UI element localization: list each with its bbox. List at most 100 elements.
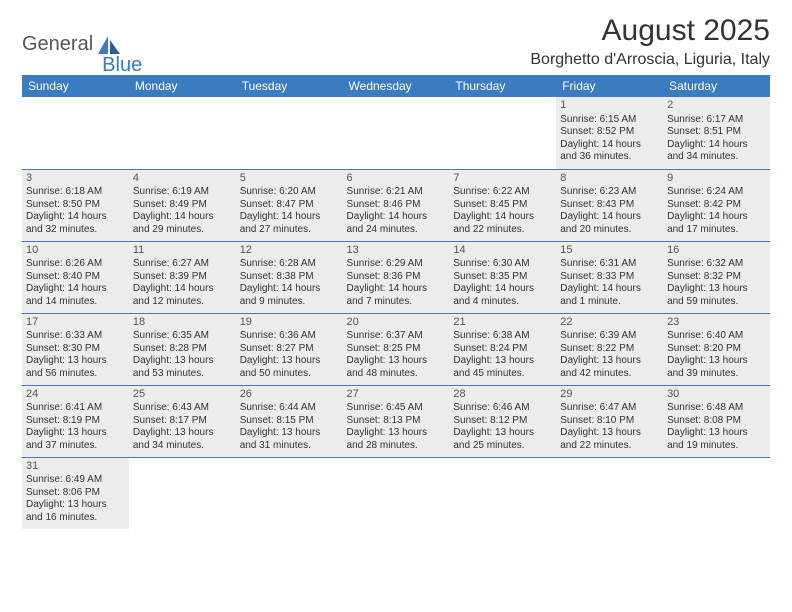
calendar-cell: 21Sunrise: 6:38 AMSunset: 8:24 PMDayligh…	[449, 313, 556, 385]
calendar-cell: 26Sunrise: 6:44 AMSunset: 8:15 PMDayligh…	[236, 385, 343, 457]
day-number: 27	[347, 388, 446, 402]
sunset-line: Sunset: 8:40 PM	[26, 271, 125, 284]
calendar-cell	[343, 97, 450, 169]
sunset-line: Sunset: 8:38 PM	[240, 271, 339, 284]
calendar-cell: 14Sunrise: 6:30 AMSunset: 8:35 PMDayligh…	[449, 241, 556, 313]
daylight-line: Daylight: 13 hours and 42 minutes.	[560, 355, 659, 380]
sunset-line: Sunset: 8:25 PM	[347, 343, 446, 356]
sunrise-line: Sunrise: 6:48 AM	[667, 402, 766, 415]
sunset-line: Sunset: 8:12 PM	[453, 415, 552, 428]
sunrise-line: Sunrise: 6:15 AM	[560, 114, 659, 127]
daylight-line: Daylight: 14 hours and 20 minutes.	[560, 211, 659, 236]
sunset-line: Sunset: 8:33 PM	[560, 271, 659, 284]
sunset-line: Sunset: 8:06 PM	[26, 487, 125, 500]
weekday-header: Sunday	[22, 75, 129, 97]
logo-sail-icon	[96, 34, 122, 56]
calendar-table: Sunday Monday Tuesday Wednesday Thursday…	[22, 75, 770, 529]
sunset-line: Sunset: 8:32 PM	[667, 271, 766, 284]
day-number: 4	[133, 172, 232, 186]
calendar-cell: 20Sunrise: 6:37 AMSunset: 8:25 PMDayligh…	[343, 313, 450, 385]
sunrise-line: Sunrise: 6:21 AM	[347, 186, 446, 199]
day-number: 21	[453, 316, 552, 330]
weekday-header: Friday	[556, 75, 663, 97]
day-number: 15	[560, 244, 659, 258]
title-block: August 2025 Borghetto d'Arroscia, Liguri…	[530, 14, 770, 69]
sunset-line: Sunset: 8:15 PM	[240, 415, 339, 428]
sunrise-line: Sunrise: 6:38 AM	[453, 330, 552, 343]
weekday-header: Wednesday	[343, 75, 450, 97]
day-number: 20	[347, 316, 446, 330]
calendar-cell: 15Sunrise: 6:31 AMSunset: 8:33 PMDayligh…	[556, 241, 663, 313]
calendar-cell: 1Sunrise: 6:15 AMSunset: 8:52 PMDaylight…	[556, 97, 663, 169]
calendar-cell: 31Sunrise: 6:49 AMSunset: 8:06 PMDayligh…	[22, 457, 129, 529]
sunrise-line: Sunrise: 6:20 AM	[240, 186, 339, 199]
calendar-cell	[236, 457, 343, 529]
day-number: 7	[453, 172, 552, 186]
day-number: 22	[560, 316, 659, 330]
daylight-line: Daylight: 13 hours and 50 minutes.	[240, 355, 339, 380]
calendar-cell: 22Sunrise: 6:39 AMSunset: 8:22 PMDayligh…	[556, 313, 663, 385]
calendar-cell: 2Sunrise: 6:17 AMSunset: 8:51 PMDaylight…	[663, 97, 770, 169]
sunrise-line: Sunrise: 6:28 AM	[240, 258, 339, 271]
sunset-line: Sunset: 8:47 PM	[240, 199, 339, 212]
daylight-line: Daylight: 13 hours and 59 minutes.	[667, 283, 766, 308]
sunset-line: Sunset: 8:50 PM	[26, 199, 125, 212]
daylight-line: Daylight: 13 hours and 39 minutes.	[667, 355, 766, 380]
day-number: 31	[26, 460, 125, 474]
daylight-line: Daylight: 14 hours and 27 minutes.	[240, 211, 339, 236]
sunset-line: Sunset: 8:24 PM	[453, 343, 552, 356]
sunrise-line: Sunrise: 6:27 AM	[133, 258, 232, 271]
sunrise-line: Sunrise: 6:17 AM	[667, 114, 766, 127]
calendar-cell: 17Sunrise: 6:33 AMSunset: 8:30 PMDayligh…	[22, 313, 129, 385]
daylight-line: Daylight: 13 hours and 56 minutes.	[26, 355, 125, 380]
day-number: 24	[26, 388, 125, 402]
month-title: August 2025	[530, 14, 770, 47]
sunrise-line: Sunrise: 6:30 AM	[453, 258, 552, 271]
sunrise-line: Sunrise: 6:36 AM	[240, 330, 339, 343]
calendar-cell: 28Sunrise: 6:46 AMSunset: 8:12 PMDayligh…	[449, 385, 556, 457]
sunset-line: Sunset: 8:22 PM	[560, 343, 659, 356]
daylight-line: Daylight: 13 hours and 16 minutes.	[26, 499, 125, 524]
logo-text-general: General	[22, 33, 93, 56]
sunrise-line: Sunrise: 6:35 AM	[133, 330, 232, 343]
page: General Blue August 2025 Borghetto d'Arr…	[0, 0, 792, 543]
calendar-cell: 30Sunrise: 6:48 AMSunset: 8:08 PMDayligh…	[663, 385, 770, 457]
weekday-header: Tuesday	[236, 75, 343, 97]
calendar-header-row: Sunday Monday Tuesday Wednesday Thursday…	[22, 75, 770, 97]
day-number: 14	[453, 244, 552, 258]
day-number: 9	[667, 172, 766, 186]
sunrise-line: Sunrise: 6:18 AM	[26, 186, 125, 199]
sunrise-line: Sunrise: 6:43 AM	[133, 402, 232, 415]
daylight-line: Daylight: 14 hours and 22 minutes.	[453, 211, 552, 236]
day-number: 16	[667, 244, 766, 258]
sunset-line: Sunset: 8:52 PM	[560, 126, 659, 139]
calendar-cell	[343, 457, 450, 529]
daylight-line: Daylight: 13 hours and 53 minutes.	[133, 355, 232, 380]
sunset-line: Sunset: 8:28 PM	[133, 343, 232, 356]
day-number: 29	[560, 388, 659, 402]
daylight-line: Daylight: 14 hours and 24 minutes.	[347, 211, 446, 236]
calendar-body: 1Sunrise: 6:15 AMSunset: 8:52 PMDaylight…	[22, 97, 770, 529]
daylight-line: Daylight: 14 hours and 12 minutes.	[133, 283, 232, 308]
day-number: 3	[26, 172, 125, 186]
sunset-line: Sunset: 8:20 PM	[667, 343, 766, 356]
day-number: 17	[26, 316, 125, 330]
sunrise-line: Sunrise: 6:32 AM	[667, 258, 766, 271]
sunrise-line: Sunrise: 6:19 AM	[133, 186, 232, 199]
calendar-cell	[129, 97, 236, 169]
day-number: 23	[667, 316, 766, 330]
calendar-cell: 5Sunrise: 6:20 AMSunset: 8:47 PMDaylight…	[236, 169, 343, 241]
sunset-line: Sunset: 8:51 PM	[667, 126, 766, 139]
daylight-line: Daylight: 14 hours and 29 minutes.	[133, 211, 232, 236]
weekday-header: Monday	[129, 75, 236, 97]
calendar-cell	[22, 97, 129, 169]
sunset-line: Sunset: 8:49 PM	[133, 199, 232, 212]
day-number: 28	[453, 388, 552, 402]
sunset-line: Sunset: 8:39 PM	[133, 271, 232, 284]
day-number: 11	[133, 244, 232, 258]
sunrise-line: Sunrise: 6:26 AM	[26, 258, 125, 271]
sunset-line: Sunset: 8:30 PM	[26, 343, 125, 356]
day-number: 25	[133, 388, 232, 402]
sunset-line: Sunset: 8:27 PM	[240, 343, 339, 356]
logo: General Blue	[22, 14, 142, 67]
